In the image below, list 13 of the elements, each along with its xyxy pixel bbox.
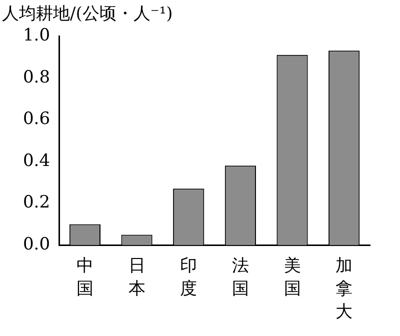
x-tick-label: 美国 xyxy=(284,256,301,299)
y-tick-label: 0.6 xyxy=(22,109,50,130)
y-tick-label: 0.4 xyxy=(22,150,50,171)
y-tick-label: 0.2 xyxy=(22,192,50,213)
x-tick-label: 中国 xyxy=(76,256,94,299)
y-tick-label: 0.8 xyxy=(22,67,50,88)
y-tick-label: 1.0 xyxy=(22,25,50,46)
x-tick-label: 加拿大 xyxy=(336,256,353,322)
x-tick-label: 印度 xyxy=(180,256,198,299)
y-axis-title: 人均耕地/(公顷・人⁻¹) xyxy=(2,3,173,25)
x-tick-label: 法国 xyxy=(232,256,249,299)
y-tick-label: 0.0 xyxy=(22,234,50,255)
x-tick-label: 日本 xyxy=(128,256,146,299)
